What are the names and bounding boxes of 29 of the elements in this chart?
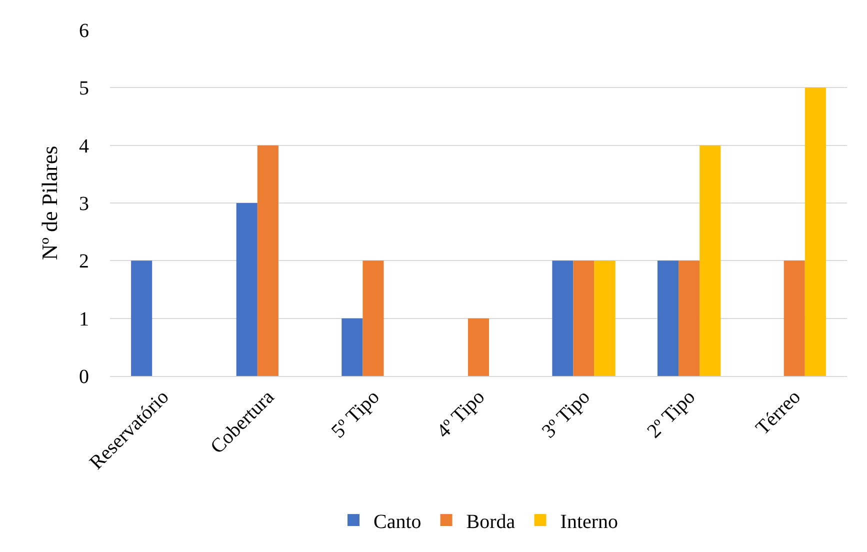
- legend-label: Interno: [560, 510, 618, 533]
- y-tick-label: 6: [79, 20, 89, 42]
- bar: [236, 203, 258, 376]
- bar: [342, 318, 363, 376]
- bar: [700, 145, 721, 376]
- bar: [594, 260, 616, 376]
- y-tick-label: 0: [79, 366, 89, 388]
- x-tick-label: 4º Tipo: [432, 386, 490, 443]
- x-tick-label: 3º Tipo: [538, 386, 594, 443]
- x-tick-label: 2º Tipo: [643, 386, 700, 443]
- bar: [804, 88, 826, 376]
- bar: [131, 260, 152, 376]
- y-axis-title: Nº de Pilares: [36, 146, 62, 260]
- bar: [784, 260, 805, 376]
- y-tick-label: 4: [79, 135, 89, 158]
- x-tick-label: 5º Tipo: [327, 386, 384, 443]
- bar: [678, 260, 700, 376]
- legend-label: Canto: [374, 510, 422, 533]
- y-tick-label: 2: [79, 250, 89, 273]
- y-tick-label: 5: [79, 78, 89, 100]
- bar: [657, 260, 679, 376]
- bar: [362, 260, 384, 376]
- bar: [468, 318, 490, 376]
- bar: [552, 260, 574, 376]
- legend-label: Borda: [466, 510, 516, 533]
- y-tick-label: 3: [79, 193, 89, 215]
- bar: [573, 260, 594, 376]
- bar: [257, 145, 278, 376]
- y-tick-label: 1: [79, 308, 89, 330]
